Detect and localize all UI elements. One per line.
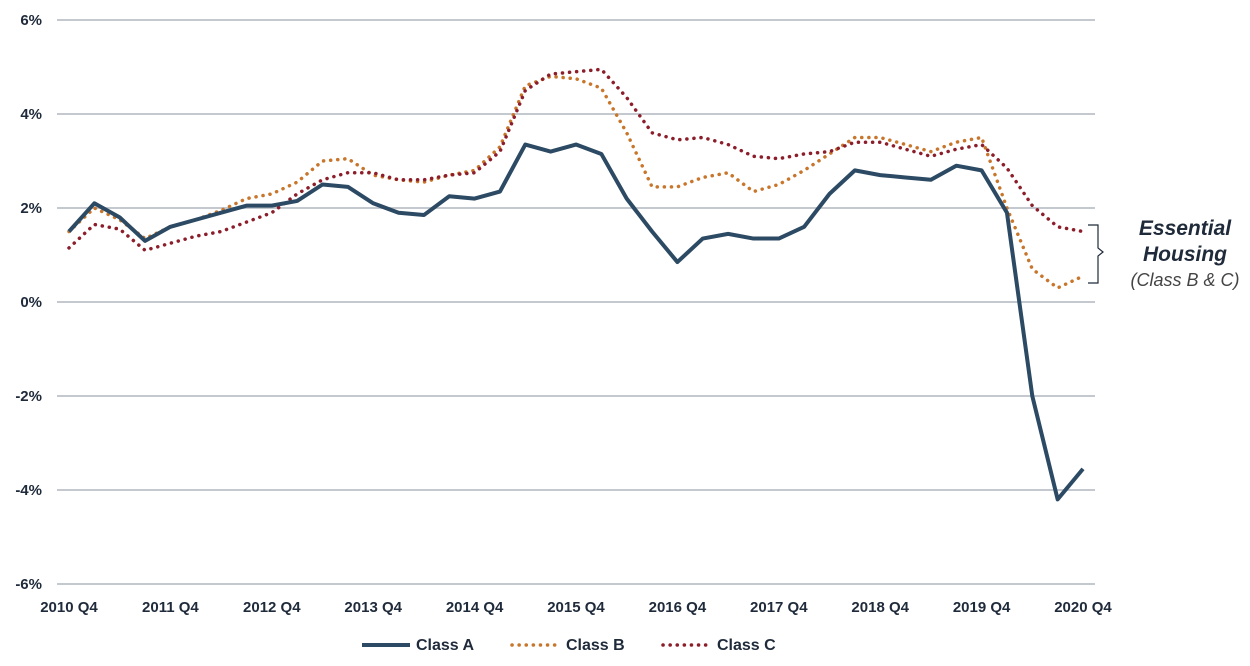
legend-label-class-c: Class C xyxy=(717,637,776,654)
annotation-title-line1: Essential xyxy=(1139,217,1232,240)
y-tick-label: -6% xyxy=(15,576,42,593)
y-tick-label: 6% xyxy=(20,12,42,29)
legend: Class A Class B Class C xyxy=(362,637,776,654)
legend-item-class-b: Class B xyxy=(510,637,625,654)
x-tick-label: 2020 Q4 xyxy=(1054,599,1112,616)
y-tick-label: 4% xyxy=(20,106,42,123)
legend-label-class-b: Class B xyxy=(566,637,625,654)
x-tick-label: 2013 Q4 xyxy=(344,599,402,616)
legend-item-class-c: Class C xyxy=(661,637,776,654)
series-line-class-c xyxy=(67,67,1085,253)
x-tick-label: 2017 Q4 xyxy=(750,599,808,616)
gridlines xyxy=(57,19,1095,585)
x-tick-label: 2016 Q4 xyxy=(649,599,707,616)
x-axis-tick-labels: 2010 Q4 2011 Q4 2012 Q4 2013 Q4 2014 Q4 2015 … xyxy=(40,599,1112,616)
x-tick-label: 2011 Q4 xyxy=(142,599,199,616)
y-tick-label: -2% xyxy=(15,388,42,405)
x-tick-label: 2012 Q4 xyxy=(243,599,301,616)
x-tick-label: 2014 Q4 xyxy=(446,599,504,616)
x-tick-label: 2019 Q4 xyxy=(953,599,1011,616)
legend-item-class-a: Class A xyxy=(362,637,475,654)
annotation-subtitle: (Class B & C) xyxy=(1130,270,1239,290)
x-tick-label: 2018 Q4 xyxy=(851,599,909,616)
x-tick-label: 2015 Q4 xyxy=(547,599,605,616)
annotation-bracket xyxy=(1088,224,1104,284)
annotation-title-line2: Housing xyxy=(1143,243,1227,266)
x-tick-label: 2010 Q4 xyxy=(40,599,98,616)
series-line-class-b xyxy=(67,74,1085,290)
y-tick-label: -4% xyxy=(15,482,42,499)
y-tick-label: 2% xyxy=(20,200,42,217)
y-axis-tick-labels: 6% 4% 2% 0% -2% -4% -6% xyxy=(15,12,42,593)
legend-label-class-a: Class A xyxy=(416,637,475,654)
series-lines xyxy=(67,67,1085,502)
y-tick-label: 0% xyxy=(20,294,42,311)
series-line-class-a xyxy=(67,142,1085,502)
essential-housing-annotation: Essential Housing (Class B & C) xyxy=(1088,217,1240,290)
